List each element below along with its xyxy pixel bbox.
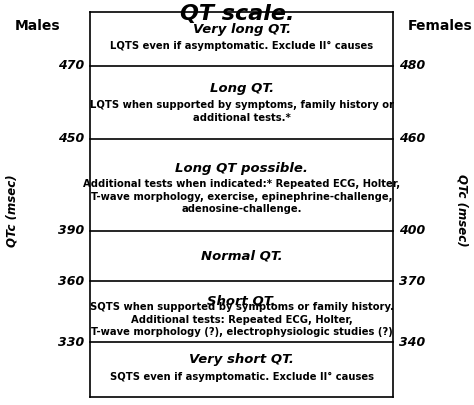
Text: Males: Males bbox=[15, 19, 61, 33]
Text: QTc (msec): QTc (msec) bbox=[5, 174, 18, 247]
Text: Long QT possible.: Long QT possible. bbox=[175, 162, 308, 175]
Text: Very long QT.: Very long QT. bbox=[192, 23, 291, 36]
Text: 460: 460 bbox=[399, 132, 425, 145]
Text: 340: 340 bbox=[399, 336, 425, 349]
Text: 330: 330 bbox=[58, 336, 84, 349]
Text: 450: 450 bbox=[58, 132, 84, 145]
Text: 370: 370 bbox=[399, 275, 425, 288]
Text: Females: Females bbox=[408, 19, 473, 33]
Text: 480: 480 bbox=[399, 59, 425, 72]
Text: Very short QT.: Very short QT. bbox=[189, 353, 294, 366]
Text: Long QT.: Long QT. bbox=[210, 83, 274, 96]
Text: LQTS when supported by symptoms, family history or
additional tests.*: LQTS when supported by symptoms, family … bbox=[90, 100, 394, 123]
Text: Normal QT.: Normal QT. bbox=[201, 249, 283, 263]
Text: QTc (msec): QTc (msec) bbox=[456, 174, 469, 247]
Text: LQTS even if asymptomatic. Exclude II° causes: LQTS even if asymptomatic. Exclude II° c… bbox=[110, 41, 374, 51]
Text: SQTS when supported by symptoms or family history.
Additional tests: Repeated EC: SQTS when supported by symptoms or famil… bbox=[90, 303, 394, 337]
Text: SQTS even if asymptomatic. Exclude II° causes: SQTS even if asymptomatic. Exclude II° c… bbox=[110, 372, 374, 382]
Text: 390: 390 bbox=[58, 224, 84, 237]
Text: QT scale.: QT scale. bbox=[180, 4, 294, 24]
Text: Short QT.: Short QT. bbox=[208, 294, 276, 307]
Text: 360: 360 bbox=[58, 275, 84, 288]
Text: Additional tests when indicated:* Repeated ECG, Holter,
T-wave morphology, exerc: Additional tests when indicated:* Repeat… bbox=[83, 179, 401, 214]
Text: 470: 470 bbox=[58, 59, 84, 72]
Text: 400: 400 bbox=[399, 224, 425, 237]
